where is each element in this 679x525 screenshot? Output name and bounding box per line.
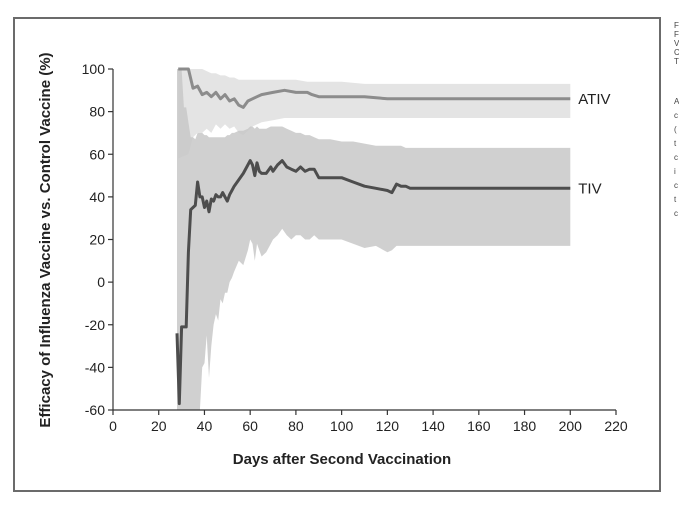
axes: 0 20 40 60 80 100 120 140 160 180 200 220 -60 -40 -20 0… — [82, 61, 628, 434]
confidence-bands — [177, 69, 571, 410]
side-text-fragment: t — [674, 139, 677, 148]
y-tick-label: 20 — [89, 232, 105, 248]
x-tick-label: 60 — [242, 418, 258, 434]
y-tick-label: 80 — [89, 104, 105, 120]
y-axis-title: Efficacy of Influenza Vaccine vs. Contro… — [37, 52, 54, 427]
x-tick-label: 120 — [376, 418, 400, 434]
side-text-fragment: t — [674, 195, 677, 204]
series-lines — [175, 67, 571, 406]
side-text-fragment: c — [674, 153, 678, 162]
y-tick-label: 100 — [82, 61, 106, 77]
x-tick-label: 220 — [604, 418, 628, 434]
x-tick-label: 100 — [330, 418, 354, 434]
side-text-fragment: c — [674, 181, 678, 190]
x-tick-label: 40 — [197, 418, 213, 434]
series-labels: ATIV TIV — [578, 91, 610, 198]
x-tick-label: 180 — [513, 418, 537, 434]
band-tiv — [177, 69, 571, 410]
side-text-fragment: A — [674, 97, 679, 106]
x-tick-label: 140 — [421, 418, 445, 434]
line-tiv — [175, 159, 571, 406]
x-tick-label: 200 — [559, 418, 583, 434]
y-tick-label: -60 — [85, 402, 105, 418]
y-tick-label: -40 — [85, 359, 105, 375]
y-tick-label: -20 — [85, 317, 105, 333]
side-text-fragment: ( — [674, 125, 677, 134]
series-label-tiv: TIV — [578, 180, 601, 197]
x-axis-title: Days after Second Vaccination — [233, 451, 451, 468]
x-tick-label: 0 — [109, 418, 117, 434]
side-text-fragment: C — [674, 48, 679, 57]
series-label-ativ: ATIV — [578, 91, 610, 108]
side-text-fragment: i — [674, 167, 676, 176]
side-text-fragment: F — [674, 21, 679, 30]
x-tick-label: 20 — [151, 418, 167, 434]
x-tick-label: 80 — [288, 418, 304, 434]
line-ativ — [178, 67, 571, 109]
side-text-fragment: c — [674, 209, 678, 218]
side-text-fragment: F — [674, 30, 679, 39]
y-tick-label: 40 — [89, 189, 105, 205]
y-tick-label: 0 — [97, 274, 105, 290]
chart-frame — [13, 17, 661, 492]
x-tick-label: 160 — [467, 418, 491, 434]
y-tick-label: 60 — [89, 146, 105, 162]
side-text-fragment: V — [674, 39, 679, 48]
side-text-fragment: T — [674, 57, 679, 66]
side-text-fragment: c — [674, 111, 678, 120]
